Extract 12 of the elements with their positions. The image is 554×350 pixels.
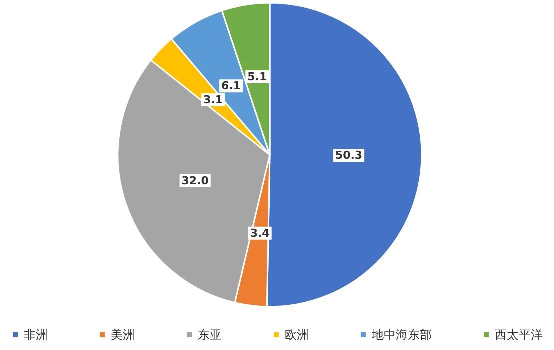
legend-label: 西太平洋	[495, 328, 543, 342]
data-label: 6.1	[222, 80, 242, 93]
data-label: 5.1	[248, 70, 268, 84]
legend-label: 非洲	[24, 328, 48, 342]
data-label: 50.3	[335, 149, 363, 162]
legend-label: 欧洲	[285, 328, 309, 342]
data-label: 3.1	[204, 94, 224, 107]
legend-label: 地中海东部	[371, 328, 432, 342]
legend-label: 美洲	[111, 328, 135, 342]
legend-label: 东亚	[198, 328, 222, 342]
data-label: 3.4	[250, 226, 270, 240]
data-label: 32.0	[182, 174, 210, 188]
